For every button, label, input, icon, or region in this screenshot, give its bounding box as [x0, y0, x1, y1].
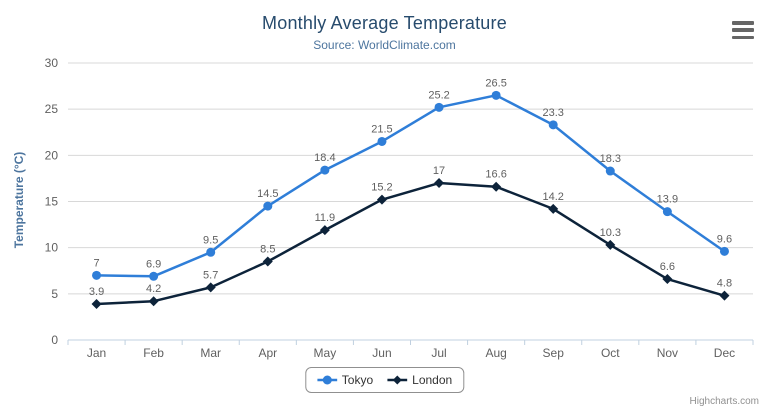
- data-label: 26.5: [485, 77, 506, 89]
- data-label: 4.8: [717, 278, 732, 290]
- data-point-tokyo-jan[interactable]: [92, 270, 102, 280]
- data-label: 16.6: [485, 169, 506, 181]
- data-point-london-jun[interactable]: [376, 194, 387, 205]
- data-point-london-jan[interactable]: [91, 298, 102, 309]
- x-axis-label: Jun: [372, 346, 391, 360]
- data-label: 15.2: [371, 182, 392, 194]
- tokyo-legend-marker: [316, 375, 337, 385]
- credits-link[interactable]: Highcharts.com: [689, 396, 759, 407]
- burger-bar: [732, 35, 754, 39]
- data-label: 9.6: [717, 233, 732, 245]
- y-axis-title: Temperature (°C): [12, 151, 26, 249]
- y-axis-label: 10: [45, 241, 59, 255]
- data-label: 18.4: [314, 152, 335, 164]
- data-label: 10.3: [600, 227, 621, 239]
- data-label: 3.9: [89, 286, 104, 298]
- x-axis-label: Sep: [543, 346, 565, 360]
- data-point-tokyo-jul[interactable]: [434, 102, 444, 112]
- data-point-tokyo-aug[interactable]: [491, 90, 501, 100]
- x-axis-label: Apr: [258, 346, 277, 360]
- data-label: 23.3: [542, 107, 563, 119]
- data-label: 7: [93, 257, 99, 269]
- burger-bar: [732, 21, 754, 25]
- export-menu-icon[interactable]: [732, 21, 754, 39]
- data-label: 6.6: [660, 261, 675, 273]
- data-point-london-sep[interactable]: [548, 203, 559, 214]
- x-axis-label: Jan: [87, 346, 106, 360]
- x-axis-label: Nov: [657, 346, 678, 360]
- data-point-tokyo-apr[interactable]: [263, 201, 273, 211]
- data-point-london-dec[interactable]: [719, 290, 730, 301]
- x-axis-label: Oct: [601, 346, 620, 360]
- chart-subtitle: Source: WorldClimate.com: [313, 38, 456, 52]
- data-label: 21.5: [371, 123, 392, 135]
- x-axis-label: Aug: [485, 346, 506, 360]
- data-label: 13.9: [657, 194, 678, 206]
- legend-item-tokyo[interactable]: Tokyo: [316, 373, 374, 387]
- london-legend-marker: [387, 375, 408, 385]
- x-axis-label: Dec: [714, 346, 735, 360]
- legend-label-london: London: [412, 373, 453, 387]
- y-axis-label: 30: [45, 56, 59, 70]
- data-point-london-nov[interactable]: [662, 274, 673, 285]
- data-point-tokyo-jun[interactable]: [377, 136, 387, 146]
- chart-title: Monthly Average Temperature: [262, 13, 507, 33]
- data-point-tokyo-sep[interactable]: [548, 120, 558, 130]
- x-axis-label: Feb: [143, 346, 164, 360]
- data-point-tokyo-feb[interactable]: [149, 271, 159, 281]
- series-line-tokyo[interactable]: [95, 94, 726, 278]
- data-label: 8.5: [260, 244, 275, 256]
- legend: Tokyo London: [304, 367, 465, 393]
- x-axis-label: May: [314, 346, 337, 360]
- data-label: 6.9: [146, 258, 161, 270]
- data-label: 11.9: [315, 212, 336, 224]
- data-point-london-aug[interactable]: [491, 181, 502, 192]
- legend-item-london[interactable]: London: [387, 373, 452, 387]
- legend-label-tokyo: Tokyo: [341, 373, 374, 387]
- data-point-tokyo-nov[interactable]: [662, 207, 672, 217]
- data-label: 17: [433, 165, 445, 177]
- data-label: 4.2: [146, 283, 161, 295]
- series-line-london[interactable]: [95, 181, 726, 306]
- data-point-tokyo-oct[interactable]: [605, 166, 615, 176]
- y-axis-label: 20: [45, 148, 59, 162]
- data-label: 25.2: [428, 89, 449, 101]
- data-point-london-may[interactable]: [319, 225, 330, 236]
- data-point-london-mar[interactable]: [205, 282, 216, 293]
- data-label: 18.3: [600, 153, 621, 165]
- x-axis-label: Jul: [431, 346, 446, 360]
- data-label: 14.2: [542, 191, 563, 203]
- data-point-tokyo-may[interactable]: [320, 165, 330, 175]
- x-axis-label: Mar: [200, 346, 221, 360]
- data-point-london-feb[interactable]: [148, 296, 159, 307]
- data-label: 9.5: [203, 234, 218, 246]
- y-axis-label: 0: [51, 333, 58, 347]
- y-axis-label: 25: [45, 102, 59, 116]
- data-point-london-jul[interactable]: [434, 178, 445, 189]
- y-axis-label: 5: [51, 287, 58, 301]
- y-axis-label: 15: [45, 195, 59, 209]
- data-label: 5.7: [203, 269, 218, 281]
- data-point-london-oct[interactable]: [605, 239, 616, 250]
- data-point-london-apr[interactable]: [262, 256, 273, 267]
- data-label: 14.5: [257, 188, 278, 200]
- data-point-tokyo-dec[interactable]: [719, 246, 729, 256]
- data-point-tokyo-mar[interactable]: [206, 247, 216, 257]
- burger-bar: [732, 28, 754, 32]
